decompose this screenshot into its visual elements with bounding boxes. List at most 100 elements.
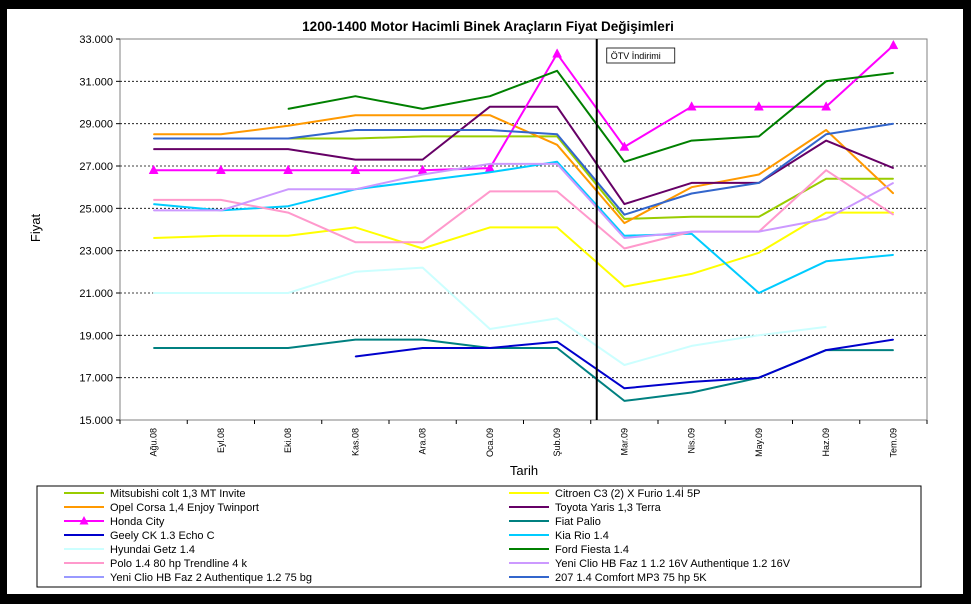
data-point [825, 326, 827, 328]
data-point [691, 381, 693, 383]
data-point [287, 235, 289, 237]
legend-entries: Mitsubishi colt 1,3 MT Invite Citroen C3 … [64, 487, 791, 584]
data-point [821, 101, 832, 111]
data-point [623, 214, 625, 216]
legend-label: 207 1.4 Comfort MP3 75 hp 5K [555, 572, 707, 584]
data-point [422, 180, 424, 182]
data-point [758, 292, 760, 294]
data-point [287, 292, 289, 294]
data-point [892, 349, 894, 351]
y-axis-label: Fiyat [28, 214, 43, 243]
data-point [354, 188, 356, 190]
data-point [354, 137, 356, 140]
y-tick-label: 31.000 [79, 76, 113, 88]
data-point [623, 387, 625, 389]
data-point [354, 226, 356, 228]
data-point [287, 211, 289, 214]
data-point [825, 349, 827, 351]
series-line [287, 69, 894, 163]
data-point [354, 355, 356, 358]
otv-indirimi-box [606, 47, 676, 64]
legend-label: Kia Rio 1.4 [555, 530, 609, 542]
data-point [758, 377, 760, 379]
data-point [422, 108, 424, 110]
data-point [354, 114, 356, 116]
legend-entry-ford-fiesta-1-4: Ford Fiesta 1.4 [509, 544, 629, 556]
series-ford-fiesta-1-4 [287, 69, 894, 163]
series-honda-city [148, 39, 899, 174]
data-point [287, 347, 289, 349]
legend [36, 485, 922, 588]
data-point [556, 341, 558, 343]
data-point [153, 292, 155, 294]
data-point [758, 252, 760, 254]
annotation: ÖTV İndirimi [595, 39, 676, 420]
data-point [354, 129, 356, 131]
data-point [489, 114, 491, 116]
y-axis-ticks: 15.000 17.000 19.000 21.000 23.000 25.000 27.0… [79, 34, 120, 427]
legend-label: Polo 1.4 80 hp Trendline 4 k [110, 558, 247, 570]
legend-entry-yeni-clio-hb-faz-2-authentique-1-2-75-bg: Yeni Clio HB Faz 2 Authentique 1.2 75 bg [64, 572, 312, 584]
otv-indirimi-label: ÖTV İndirimi [611, 51, 661, 61]
data-point [220, 347, 222, 349]
data-point [753, 101, 764, 111]
data-point [153, 209, 155, 212]
data-point [623, 247, 625, 250]
x-tick-label: Tem.09 [888, 428, 898, 458]
series-lines [148, 39, 899, 402]
data-point [892, 182, 894, 184]
data-point [287, 108, 289, 110]
data-point [691, 186, 693, 188]
data-point [422, 247, 424, 250]
gridlines [120, 80, 927, 379]
x-tick-label: Mar.09 [619, 428, 629, 456]
legend-entry-hyundai-getz-1-4: Hyundai Getz 1.4 [64, 544, 195, 556]
data-point [623, 286, 625, 288]
data-point [153, 133, 155, 135]
data-point [892, 254, 894, 256]
data-point [283, 164, 294, 174]
data-point [556, 144, 558, 146]
data-point [825, 140, 827, 142]
legend-label: Ford Fiesta 1.4 [555, 544, 629, 556]
x-tick-label: Eyl.08 [216, 428, 226, 453]
data-point [287, 137, 289, 140]
plot-area [119, 38, 928, 421]
legend-entry-geely-ck-1-3-echo-c: Geely CK 1.3 Echo C [64, 530, 215, 542]
data-point [691, 391, 693, 394]
data-point [556, 317, 558, 319]
legend-label: Opel Corsa 1,4 Enjoy Twinport [110, 502, 259, 514]
chart-title: 1200-1400 Motor Hacimli Binek Araçların … [302, 19, 674, 34]
data-point [619, 141, 630, 151]
data-point [422, 159, 424, 161]
data-point [489, 106, 491, 108]
data-point [758, 334, 760, 336]
data-point [215, 164, 226, 174]
data-point [422, 135, 424, 137]
data-point [489, 328, 491, 330]
data-point [825, 133, 827, 135]
x-tick-label: Nis.09 [687, 428, 697, 454]
data-point [758, 135, 760, 137]
data-point [691, 140, 693, 142]
data-point [220, 148, 222, 150]
legend-entry-citroen-c3-2-x-furio-1-4i-5p: Citroen C3 (2) X Furio 1.4İ 5P [509, 487, 701, 500]
data-point [153, 203, 155, 205]
series-line [153, 44, 895, 172]
series-opel-corsa-1-4-enjoy-twinport [153, 114, 895, 225]
data-point [354, 338, 356, 341]
legend-entry-mitsubishi-colt-1-3-mt-invite: Mitsubishi colt 1,3 MT Invite [64, 488, 246, 500]
data-point [825, 169, 827, 171]
data-point [892, 123, 894, 125]
data-point [623, 237, 625, 239]
data-point [825, 218, 827, 220]
series-line [153, 114, 895, 225]
data-point [623, 161, 625, 163]
data-point [691, 233, 693, 235]
x-tick-label: Oca.09 [485, 428, 495, 457]
data-point [758, 216, 760, 218]
y-tick-label: 29.000 [79, 119, 113, 131]
data-point [422, 173, 424, 176]
data-point [489, 129, 491, 131]
